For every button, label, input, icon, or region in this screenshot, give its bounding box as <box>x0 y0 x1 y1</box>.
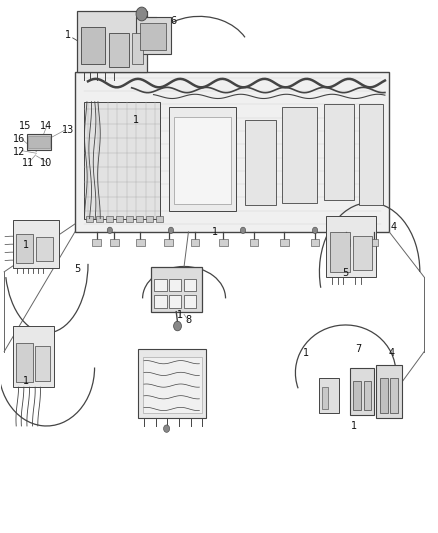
Bar <box>35 346 50 381</box>
Bar <box>169 107 237 211</box>
Text: 6: 6 <box>170 16 176 26</box>
Bar <box>136 216 143 222</box>
Circle shape <box>136 7 148 21</box>
Bar <box>390 378 398 413</box>
Bar <box>116 216 123 222</box>
Bar <box>81 27 106 64</box>
Bar <box>138 349 206 418</box>
Bar <box>250 239 258 246</box>
Bar <box>330 232 350 272</box>
Bar <box>13 326 54 387</box>
Bar <box>359 104 383 205</box>
Bar <box>280 239 289 246</box>
Bar <box>324 104 354 200</box>
Bar <box>77 11 147 72</box>
Bar <box>341 239 350 246</box>
Text: 4: 4 <box>391 222 397 232</box>
Text: 14: 14 <box>40 120 53 131</box>
Bar <box>132 33 143 64</box>
Text: 11: 11 <box>22 158 34 168</box>
Bar <box>28 136 49 149</box>
Text: 4: 4 <box>389 348 395 358</box>
Bar <box>364 381 371 410</box>
Text: 7: 7 <box>356 344 362 354</box>
Bar <box>126 216 133 222</box>
Bar <box>169 295 181 308</box>
Bar <box>109 33 129 67</box>
Bar <box>164 239 173 246</box>
Text: 1: 1 <box>133 115 139 125</box>
Bar <box>353 381 361 410</box>
Text: 5: 5 <box>74 264 80 274</box>
Bar <box>322 386 328 409</box>
Circle shape <box>163 425 170 432</box>
Bar <box>326 216 376 277</box>
Bar <box>16 343 32 382</box>
Bar <box>136 17 171 54</box>
Bar <box>169 279 181 292</box>
Circle shape <box>312 227 318 233</box>
Bar <box>146 216 153 222</box>
Bar <box>219 239 228 246</box>
Polygon shape <box>75 72 389 232</box>
Bar <box>27 134 51 150</box>
Bar <box>191 239 199 246</box>
Text: 16: 16 <box>13 134 25 144</box>
Text: 1: 1 <box>23 240 29 250</box>
Bar <box>96 216 103 222</box>
Text: 1: 1 <box>303 348 309 358</box>
Text: 12: 12 <box>13 147 25 157</box>
Bar <box>84 102 160 219</box>
Bar <box>376 365 403 418</box>
Text: 1: 1 <box>351 421 357 431</box>
Bar <box>353 236 372 270</box>
Bar <box>86 216 93 222</box>
Bar <box>154 295 166 308</box>
Bar <box>283 107 317 203</box>
Text: 15: 15 <box>18 120 31 131</box>
Text: 1: 1 <box>212 227 218 237</box>
Bar <box>350 368 374 415</box>
Bar <box>35 237 53 261</box>
Bar <box>154 279 166 292</box>
Text: 8: 8 <box>185 314 191 325</box>
Text: 1: 1 <box>65 30 71 41</box>
Text: 1: 1 <box>23 376 29 386</box>
Bar <box>110 239 119 246</box>
Bar <box>319 378 339 413</box>
Bar <box>184 295 196 308</box>
Bar <box>16 233 33 263</box>
Bar <box>245 120 276 205</box>
Bar <box>370 239 378 246</box>
Circle shape <box>107 227 113 233</box>
Bar <box>151 266 201 312</box>
Bar <box>311 239 319 246</box>
Text: 5: 5 <box>343 269 349 278</box>
Bar <box>106 216 113 222</box>
Text: 1: 1 <box>177 310 183 320</box>
Bar <box>174 117 231 204</box>
Circle shape <box>240 227 246 233</box>
Circle shape <box>168 227 173 233</box>
Bar <box>13 220 59 268</box>
Text: 10: 10 <box>40 158 53 168</box>
Bar <box>92 239 101 246</box>
Bar <box>143 357 201 413</box>
Bar <box>136 239 145 246</box>
Text: 13: 13 <box>62 125 74 135</box>
Bar <box>155 216 162 222</box>
Bar <box>184 279 196 292</box>
Bar <box>380 378 388 413</box>
Circle shape <box>173 321 181 331</box>
Bar <box>140 23 166 50</box>
